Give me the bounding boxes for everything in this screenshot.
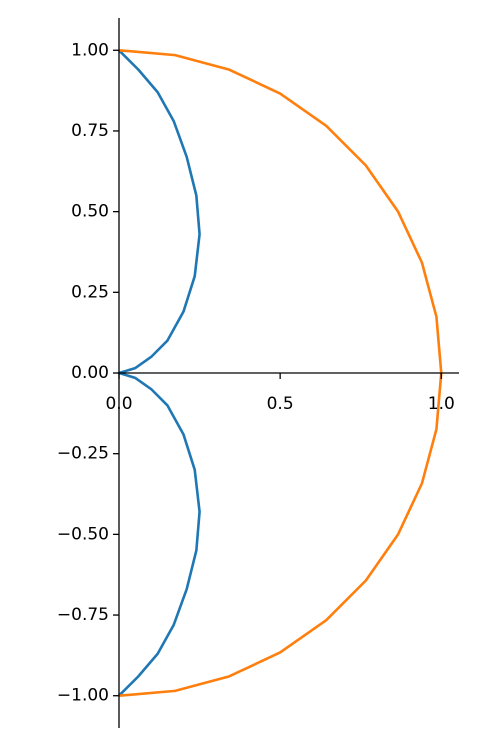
y-tick-label: −0.25	[57, 444, 109, 464]
y-tick-label: 0.25	[71, 282, 109, 302]
x-tick-label: 0.5	[267, 394, 294, 414]
y-tick-label: 0.75	[71, 121, 109, 141]
y-tick-label: 0.50	[71, 202, 109, 222]
x-tick-label: 1.0	[428, 394, 455, 414]
y-tick-label: 0.00	[71, 363, 109, 383]
y-tick-label: −0.50	[57, 524, 109, 544]
x-tick-label: 0.0	[105, 394, 132, 414]
y-tick-label: −0.75	[57, 605, 109, 625]
y-tick-label: 1.00	[71, 40, 109, 60]
y-tick-label: −1.00	[57, 686, 109, 706]
